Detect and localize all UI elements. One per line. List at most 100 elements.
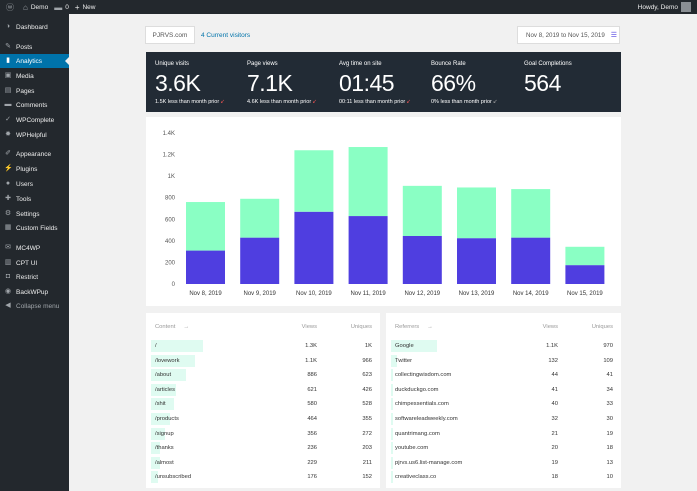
table-row[interactable]: / 1.3K 1K [146, 340, 380, 352]
sidebar-item-collapse-menu[interactable]: ◀ Collapse menu [0, 299, 69, 313]
content-column-header[interactable]: Content → [155, 324, 190, 330]
table-row[interactable]: collectingwisdom.com 44 41 [386, 369, 621, 382]
kpi-unique-visits: Unique visits 3.6K 1.5K less than month pr… [155, 61, 225, 105]
row-name: pjrvs.us6.list-manage.com [395, 459, 463, 466]
sidebar-item-tools[interactable]: ✚ Tools [0, 192, 69, 206]
row-name: /lovework [155, 357, 180, 364]
bar-segment-series-1[interactable] [511, 237, 551, 284]
bar-segment-series-1[interactable] [402, 236, 442, 284]
table-row[interactable]: pjrvs.us6.list-manage.com 19 13 [386, 456, 621, 469]
table-row[interactable]: /unsubscribed 176 152 [146, 471, 380, 484]
sidebar-item-settings[interactable]: ⚙ Settings [0, 207, 69, 221]
sidebar-item-wpcomplete[interactable]: ✓ WPComplete [0, 113, 69, 127]
table-row[interactable]: /lovework 1.1K 966 [146, 354, 380, 367]
kpi-comparison: 4.6K less than month prior↙ [247, 99, 317, 105]
bar-segment-series-1[interactable] [240, 237, 280, 284]
kpi-value: 564 [524, 70, 561, 96]
table-row[interactable]: chimpessentials.com 40 33 [386, 398, 621, 411]
bar-segment-series-2[interactable] [565, 246, 605, 266]
sidebar-item-pages[interactable]: ▤ Pages [0, 84, 69, 98]
table-row[interactable]: softwareleadweekly.com 32 30 [386, 413, 621, 425]
site-name-link[interactable]: ⌂ Demo [23, 2, 49, 12]
sidebar-item-plugins[interactable]: ⚡ Plugins [0, 162, 69, 176]
referrers-column-header[interactable]: Referrers → [395, 324, 433, 330]
content-table-header: Content → Views Uniques [146, 324, 380, 334]
x-tick-label: Nov 11, 2019 [350, 291, 386, 297]
sidebar-item-mc4wp[interactable]: ✉ MC4WP [0, 241, 69, 255]
site-selector[interactable]: PJRVS.com [145, 26, 195, 44]
bar-segment-series-2[interactable] [240, 198, 280, 238]
current-visitors-link[interactable]: 4 Current visitors [201, 31, 251, 39]
sidebar-item-appearance[interactable]: ✐ Appearance [0, 147, 69, 161]
table-row[interactable]: Google 1.1K 970 [386, 340, 621, 352]
table-row[interactable]: duckduckgo.com 41 34 [386, 383, 621, 396]
table-row[interactable]: /shit 580 528 [146, 398, 380, 411]
row-uniques: 152 [362, 474, 372, 481]
row-views: 44 [551, 372, 558, 379]
sidebar-item-custom-fields[interactable]: ▦ Custom Fields [0, 221, 69, 235]
sidebar-item-dashboard[interactable]: ◑ Dashboard [0, 20, 69, 34]
sidebar-item-wphelpful[interactable]: ✸ WPHelpful [0, 128, 69, 142]
table-row[interactable]: /signup 356 272 [146, 427, 380, 440]
sidebar-item-users[interactable]: ● Users [0, 177, 69, 191]
date-range-picker[interactable]: Nov 8, 2019 to Nov 15, 2019 ☰ [517, 26, 620, 44]
sidebar-item-comments[interactable]: ▬ Comments [0, 98, 69, 112]
avatar [681, 2, 691, 12]
row-views: 464 [307, 416, 317, 422]
sidebar-item-restrict[interactable]: ◘ Restrict [0, 270, 69, 284]
row-share-bar [391, 413, 393, 425]
trend-down-icon: ↙ [406, 99, 411, 105]
bar-segment-series-2[interactable] [186, 202, 225, 251]
bar-segment-series-2[interactable] [294, 150, 334, 212]
row-name: Google [395, 343, 414, 349]
row-share-bar [151, 340, 203, 352]
row-uniques: 966 [362, 357, 372, 364]
account-menu[interactable]: Howdy, Demo [638, 2, 691, 12]
table-row[interactable]: /thanks 236 203 [146, 442, 380, 455]
bar-segment-series-2[interactable] [348, 147, 388, 217]
comment-icon: ▬ [4, 101, 12, 108]
table-row[interactable]: Twitter 132 109 [386, 354, 621, 367]
bar-segment-series-1[interactable] [186, 250, 225, 284]
menu-lines-icon: ☰ [610, 32, 618, 39]
row-views: 176 [307, 474, 317, 481]
bar-segment-series-2[interactable] [511, 189, 551, 238]
row-share-bar [391, 369, 393, 382]
sidebar-item-label: Custom Fields [16, 224, 58, 232]
row-share-bar [151, 354, 196, 367]
row-views: 1.1K [305, 357, 317, 364]
sidebar-item-cpt-ui[interactable]: ▥ CPT UI [0, 256, 69, 270]
table-row[interactable]: /products 464 355 [146, 413, 380, 425]
star-icon: ✸ [5, 131, 11, 138]
bar-segment-series-1[interactable] [457, 238, 496, 284]
comments-link[interactable]: ▬ 0 [54, 2, 69, 12]
sidebar-item-posts[interactable]: ✎ Posts [0, 40, 69, 54]
chart-icon: ▮ [6, 57, 10, 64]
sidebar-item-media[interactable]: ▣ Media [0, 69, 69, 83]
sidebar-item-label: CPT UI [16, 259, 38, 267]
bar-segment-series-2[interactable] [402, 185, 442, 237]
bar-segment-series-1[interactable] [294, 211, 334, 284]
kpi-avg-time-on-site: Avg time on site 01:45 00:11 less than mon… [339, 61, 411, 105]
table-row[interactable]: /articles 621 426 [146, 383, 380, 396]
wordpress-logo[interactable]: ⓦ [6, 2, 17, 13]
sidebar-item-label: WPHelpful [16, 131, 47, 139]
table-row[interactable]: /about 886 623 [146, 369, 380, 382]
kpi-label: Bounce Rate [431, 61, 466, 67]
row-views: 886 [307, 372, 317, 379]
bar-segment-series-2[interactable] [457, 187, 496, 239]
table-row[interactable]: youtube.com 20 18 [386, 442, 621, 455]
table-row[interactable]: creativeclass.co 18 10 [386, 471, 621, 484]
row-uniques: 10 [606, 474, 613, 481]
sidebar-item-label: Media [16, 72, 34, 80]
sidebar-item-backwpup[interactable]: ◉ BackWPup [0, 285, 69, 299]
bar-segment-series-1[interactable] [565, 265, 605, 284]
wrench-icon: ✚ [5, 195, 11, 202]
sidebar-item-analytics[interactable]: ▮ Analytics [0, 54, 69, 68]
table-row[interactable]: quantrimang.com 21 19 [386, 427, 621, 440]
kpi-comparison: 00:11 less than month prior↙ [339, 99, 411, 105]
new-content-link[interactable]: + New [74, 2, 96, 12]
row-views: 236 [307, 445, 317, 452]
bar-segment-series-1[interactable] [348, 216, 388, 284]
table-row[interactable]: /almost 229 211 [146, 456, 380, 469]
